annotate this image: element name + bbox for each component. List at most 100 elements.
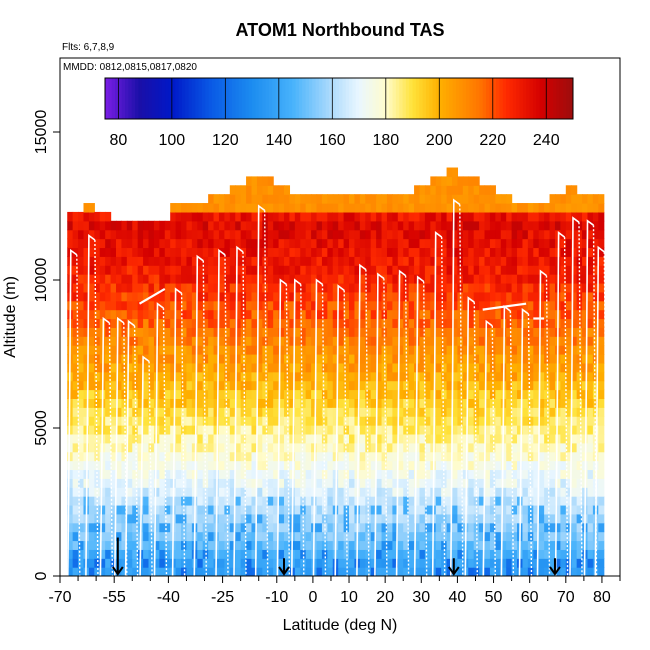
heatmap-cell	[517, 354, 524, 364]
heatmap-cell	[592, 389, 599, 399]
heatmap-cell	[446, 194, 453, 204]
heatmap-cell	[587, 504, 594, 515]
heatmap-cell	[419, 274, 426, 284]
heatmap-cell	[202, 247, 209, 257]
heatmap-cell	[67, 460, 74, 471]
heatmap-cell	[527, 407, 534, 417]
heatmap-cell	[435, 389, 442, 399]
heatmap-cell	[305, 336, 312, 346]
heatmap-cell	[452, 425, 459, 435]
heatmap-cell	[246, 478, 253, 488]
heatmap-cell	[229, 282, 236, 293]
heatmap-cell	[251, 478, 258, 488]
heatmap-cell	[143, 265, 150, 275]
heatmap-cell	[419, 549, 426, 559]
heatmap-cell	[414, 185, 421, 195]
heatmap-cell	[202, 256, 209, 266]
heatmap-cell	[208, 211, 215, 222]
heatmap-cell	[522, 345, 529, 355]
heatmap-cell	[300, 291, 307, 302]
heatmap-cell	[479, 389, 486, 399]
heatmap-cell	[132, 478, 139, 488]
heatmap-cell	[137, 442, 144, 453]
heatmap-cell	[294, 389, 301, 399]
heatmap-cell	[424, 478, 431, 488]
heatmap-cell	[332, 229, 339, 240]
heatmap-cell	[327, 531, 334, 542]
heatmap-cell	[370, 309, 377, 320]
heatmap-cell	[251, 220, 258, 231]
heatmap-cell	[316, 211, 323, 222]
heatmap-cell	[121, 433, 128, 444]
heatmap-cell	[246, 203, 253, 213]
heatmap-cell	[224, 469, 231, 479]
heatmap-cell	[484, 371, 491, 382]
heatmap-cell	[441, 398, 448, 408]
heatmap-cell	[446, 220, 453, 231]
heatmap-cell	[424, 327, 431, 337]
heatmap-cell	[598, 229, 605, 240]
colorbar-segment	[449, 78, 454, 119]
heatmap-cell	[78, 229, 85, 240]
heatmap-cell	[251, 371, 258, 382]
heatmap-cell	[332, 442, 339, 453]
heatmap-cell	[332, 309, 339, 320]
heatmap-cell	[289, 389, 296, 399]
heatmap-cell	[132, 282, 139, 293]
heatmap-cell	[571, 362, 578, 373]
heatmap-cell	[495, 220, 502, 231]
heatmap-cell	[105, 567, 112, 576]
heatmap-cell	[435, 318, 442, 328]
heatmap-cell	[517, 345, 524, 355]
heatmap-cell	[408, 229, 415, 240]
heatmap-cell	[132, 291, 139, 302]
heatmap-cell	[278, 256, 285, 266]
heatmap-cell	[88, 451, 95, 462]
heatmap-cell	[321, 567, 328, 576]
heatmap-cell	[267, 442, 274, 453]
heatmap-cell	[110, 274, 117, 284]
heatmap-cell	[110, 318, 117, 328]
heatmap-cell	[397, 433, 404, 444]
heatmap-cell	[452, 194, 459, 204]
heatmap-cell	[256, 336, 263, 346]
heatmap-cell	[370, 567, 377, 576]
heatmap-cell	[267, 265, 274, 275]
colorbar-segment	[285, 78, 290, 119]
heatmap-cell	[278, 229, 285, 240]
heatmap-cell	[538, 496, 545, 506]
heatmap-cell	[435, 345, 442, 355]
heatmap-cell	[218, 371, 225, 382]
heatmap-cell	[181, 327, 188, 337]
heatmap-cell	[386, 442, 393, 453]
heatmap-cell	[544, 309, 551, 320]
heatmap-cell	[592, 407, 599, 417]
heatmap-cell	[181, 274, 188, 284]
heatmap-cell	[565, 194, 572, 204]
heatmap-cell	[582, 362, 589, 373]
heatmap-cell	[354, 203, 361, 213]
heatmap-cell	[544, 211, 551, 222]
heatmap-cell	[213, 194, 220, 204]
colorbar-segment	[308, 78, 313, 119]
heatmap-cell	[164, 425, 171, 435]
heatmap-cell	[397, 513, 404, 524]
heatmap-cell	[473, 220, 480, 231]
heatmap-cell	[240, 398, 247, 408]
heatmap-cell	[359, 354, 366, 364]
heatmap-cell	[343, 318, 350, 328]
heatmap-cell	[446, 558, 453, 568]
heatmap-cell	[408, 211, 415, 222]
heatmap-cell	[278, 531, 285, 542]
heatmap-cell	[284, 416, 291, 426]
heatmap-cell	[479, 203, 486, 213]
heatmap-cell	[121, 549, 128, 559]
heatmap-cell	[132, 549, 139, 559]
heatmap-cell	[294, 318, 301, 328]
heatmap-cell	[191, 380, 198, 391]
heatmap-cell	[424, 558, 431, 568]
heatmap-cell	[343, 203, 350, 213]
heatmap-cell	[386, 211, 393, 222]
heatmap-cell	[381, 220, 388, 231]
heatmap-cell	[289, 194, 296, 204]
